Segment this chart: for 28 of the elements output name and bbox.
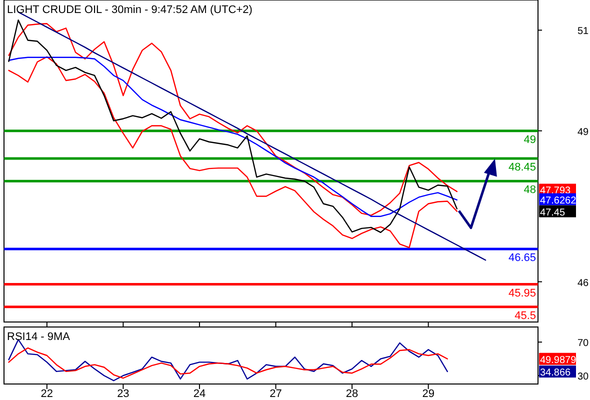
x-tick-label: 23 (117, 388, 130, 400)
text: 47.793 (540, 186, 572, 197)
x-tick-label: 28 (346, 388, 358, 400)
ref-line-label: 48.45 (508, 161, 536, 174)
ref-line-label: 45.5 (514, 310, 536, 322)
y-tick-label: 51 (577, 26, 589, 38)
text: 47.45 (540, 207, 566, 218)
chart-title: LIGHT CRUDE OIL - 30min - 9:47:52 AM (UTC+2) (7, 4, 252, 16)
x-tick-label: 22 (40, 388, 54, 400)
y-tick-label: 70 (577, 338, 589, 350)
line-series (8, 347, 448, 379)
ref-line-label: 46.65 (508, 252, 536, 264)
text: 49.9879 (540, 354, 577, 366)
x-tick-label: 24 (193, 388, 206, 400)
line-series (8, 56, 458, 248)
ref-line-label: 45.95 (508, 287, 536, 300)
y-tick-label: 49 (577, 126, 589, 138)
y-tick-label: 46 (577, 278, 589, 289)
text: 47.6262 (540, 195, 577, 206)
line-series (8, 56, 458, 217)
line-series (8, 338, 448, 382)
chart-title: RSI14 - 9MA (7, 331, 71, 343)
y-tick-label: 30 (577, 372, 589, 383)
x-tick-label: 27 (270, 388, 282, 400)
x-tick-label: 29 (422, 388, 434, 400)
text: 34.866 (540, 368, 572, 379)
ref-line-label: 49 (524, 134, 536, 146)
ref-line-label: 48 (524, 184, 536, 196)
